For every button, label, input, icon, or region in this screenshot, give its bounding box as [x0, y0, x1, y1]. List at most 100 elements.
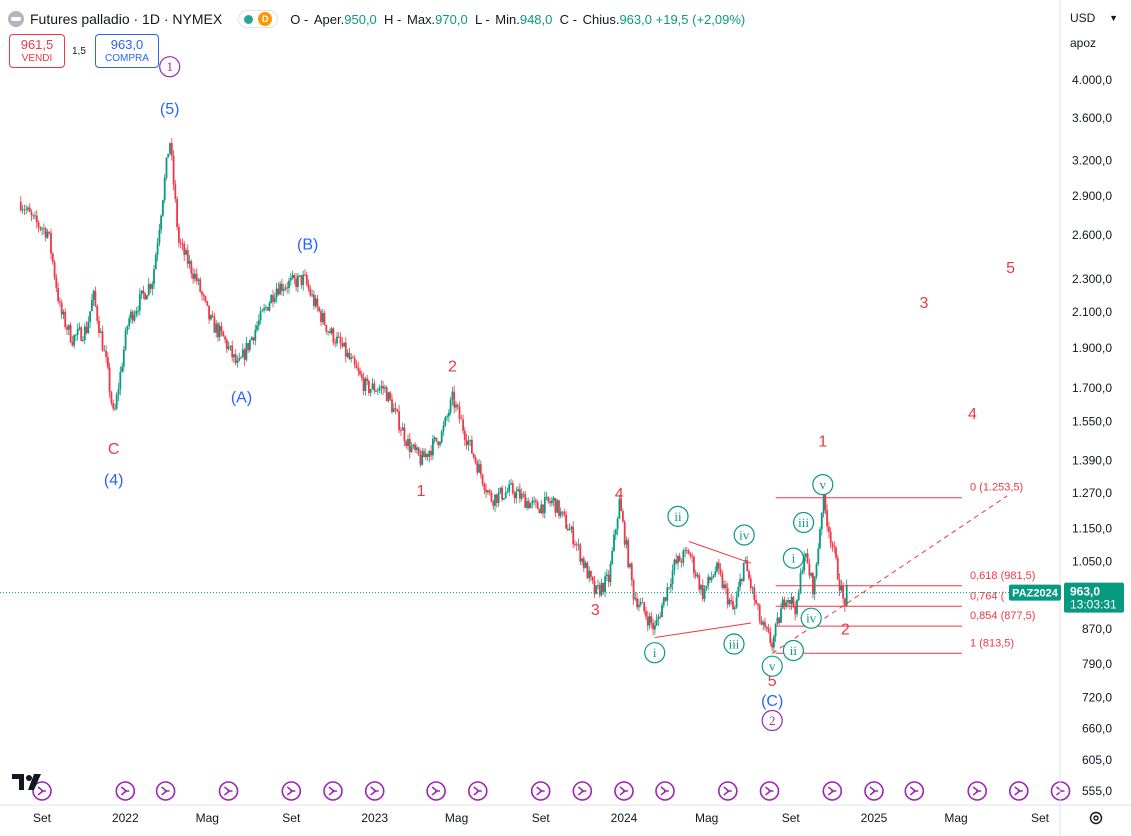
candle — [753, 584, 756, 606]
candle — [60, 299, 63, 319]
tradingview-logo-icon[interactable] — [12, 774, 46, 790]
wave-label[interactable]: 5 — [1006, 260, 1015, 277]
wave-label[interactable]: 1 — [818, 433, 827, 450]
candle — [510, 478, 512, 486]
event-marker-icon[interactable] — [1008, 781, 1029, 801]
wave-label[interactable]: 1 — [417, 483, 426, 500]
wave-label[interactable]: (B) — [297, 237, 318, 254]
wave-label[interactable]: iv — [733, 524, 755, 546]
fibonacci-retracement: 0 (1.253,5) 0,618 (981,5) 0,764 (0,854 (87… — [775, 482, 1035, 654]
candle — [302, 270, 305, 291]
candle — [499, 487, 502, 495]
candle — [783, 596, 786, 611]
wedge-upper-line[interactable] — [688, 541, 752, 564]
event-marker-icon[interactable] — [467, 781, 488, 801]
candle — [540, 500, 543, 515]
market-status[interactable]: D — [238, 10, 279, 28]
scale-mode-select[interactable]: apoz — [1064, 33, 1124, 53]
candle — [691, 552, 694, 563]
wave-label[interactable]: ii — [667, 505, 689, 528]
candle — [826, 504, 828, 532]
event-marker-icon[interactable] — [426, 781, 446, 801]
wave-label[interactable]: C — [108, 441, 120, 458]
wave-label[interactable]: iv — [800, 607, 822, 629]
wave-label[interactable]: (C) — [761, 693, 783, 710]
event-marker-icon[interactable] — [115, 781, 136, 801]
candle — [575, 541, 578, 552]
wave-label[interactable]: 3 — [919, 295, 928, 312]
candle — [414, 441, 416, 453]
event-marker-icon[interactable] — [904, 781, 925, 801]
wave-label[interactable]: (5) — [160, 101, 180, 118]
event-marker-icon[interactable] — [281, 781, 302, 801]
candle — [638, 598, 640, 612]
wave-label[interactable]: 3 — [591, 602, 600, 619]
candle — [98, 315, 100, 338]
wave-label[interactable]: 2 — [761, 709, 783, 732]
price-tick-label: 790,0 — [1082, 657, 1112, 671]
event-marker-icon[interactable] — [614, 781, 634, 801]
event-marker-icon[interactable] — [323, 781, 343, 801]
wave-label[interactable]: 2 — [448, 359, 457, 376]
svg-text:C: C — [108, 441, 120, 458]
price-tick-label: 4.000,0 — [1072, 73, 1112, 87]
event-marker-icon[interactable] — [218, 781, 239, 801]
buy-button[interactable]: 963,0 COMPRA — [95, 34, 159, 68]
event-marker-icon[interactable] — [572, 781, 593, 801]
event-marker-icon[interactable] — [364, 781, 385, 801]
wave-label[interactable]: i — [782, 547, 805, 569]
candle — [744, 556, 747, 564]
event-marker-icon[interactable] — [759, 781, 780, 801]
symbol-title[interactable]: Futures palladio · 1D · NYMEX — [30, 11, 223, 27]
event-marker-icon[interactable] — [822, 781, 843, 801]
gear-icon[interactable] — [1088, 810, 1104, 826]
wedge-lower-line[interactable] — [654, 622, 752, 639]
sell-button[interactable]: 961,5 VENDI — [9, 34, 65, 68]
candle — [174, 179, 177, 203]
wave-label[interactable]: i — [644, 642, 666, 664]
candle — [389, 391, 392, 402]
wave-label[interactable]: v — [761, 655, 783, 677]
candle — [501, 485, 503, 502]
candle — [833, 541, 836, 554]
candle — [314, 294, 317, 308]
price-axis: 4.000,0 3.600,0 3.200,0 2.900,0 2.600,0 2.300… — [1072, 73, 1112, 798]
candle — [75, 333, 77, 342]
svg-text:1: 1 — [417, 483, 426, 500]
wave-label[interactable]: 4 — [615, 486, 624, 503]
event-marker-icon[interactable] — [32, 781, 52, 801]
candle — [545, 492, 548, 501]
event-marker-icon[interactable] — [864, 781, 884, 801]
wave-label[interactable]: 1 — [159, 56, 181, 78]
wave-label[interactable]: ii — [782, 639, 805, 662]
candle — [808, 558, 811, 579]
candle — [623, 520, 626, 548]
event-marker-icon[interactable] — [717, 781, 738, 801]
candle — [336, 331, 338, 347]
event-marker-icon[interactable] — [530, 781, 551, 801]
wave-label[interactable]: 5 — [768, 673, 777, 690]
wave-label[interactable]: 4 — [968, 406, 977, 423]
event-marker-icon[interactable] — [155, 781, 176, 801]
wave-label[interactable]: (4) — [104, 472, 124, 489]
wave-label[interactable]: (A) — [231, 390, 252, 407]
candle — [478, 458, 480, 473]
wave-label[interactable]: iii — [792, 511, 815, 534]
candle — [236, 355, 239, 368]
candle — [685, 547, 688, 554]
candle — [384, 384, 386, 393]
event-marker-icon[interactable] — [967, 781, 988, 801]
currency-select[interactable]: USD ▼ — [1064, 8, 1124, 28]
candle — [803, 550, 805, 575]
candle — [577, 538, 580, 551]
event-marker-icon[interactable] — [655, 781, 675, 801]
wave-label[interactable]: 2 — [841, 621, 850, 638]
svg-text:ii: ii — [674, 509, 682, 524]
svg-text:ii: ii — [790, 643, 798, 658]
candle — [613, 530, 615, 553]
svg-text:3: 3 — [591, 602, 600, 619]
wave-label[interactable]: iii — [723, 633, 745, 655]
svg-text:iv: iv — [806, 611, 817, 626]
wave-label[interactable]: v — [812, 474, 834, 496]
